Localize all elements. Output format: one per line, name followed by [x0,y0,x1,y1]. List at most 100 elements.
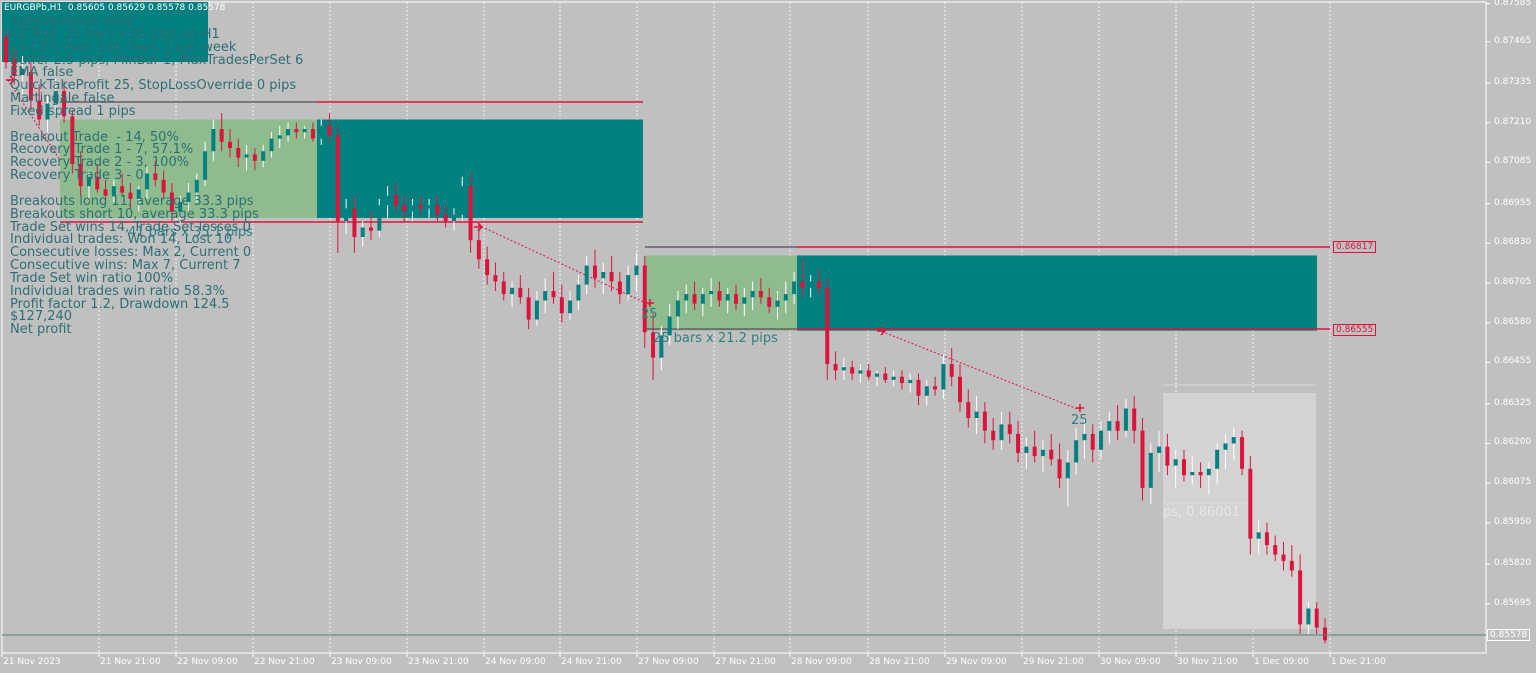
candle-body [974,411,979,419]
candle-body [659,335,664,358]
candle-body [1099,430,1104,450]
candle-body [1181,459,1186,476]
candle-body [684,294,689,301]
candle-body [957,376,962,403]
candle-body [145,173,150,190]
candle-body [219,129,224,142]
candle-body [468,186,473,241]
candle-body [700,294,705,304]
candle-body [692,294,697,304]
candle-body [941,364,946,390]
candle-body [1165,446,1170,466]
candle-body [775,300,780,307]
candle-body [227,141,232,149]
candle-body [734,294,739,304]
candle-body [178,202,183,212]
candle-body [360,227,365,237]
candle-body [153,173,158,180]
candle-body [1281,554,1286,561]
candle-body [277,135,282,139]
price-tick-label: 0.86580 [1494,316,1532,327]
time-tick-label: 30 Nov 09:00 [1100,657,1161,667]
candle-body [393,195,398,206]
candle-body [103,189,108,196]
candle-body [1323,627,1327,641]
price-tick-label: 0.86955 [1494,197,1532,208]
candle-body [1264,532,1269,546]
candle-body [211,129,216,152]
candle-body [194,179,199,193]
candle-body [78,163,83,187]
candle-body [37,100,42,120]
candle-body [28,71,33,101]
candle-body [1065,462,1070,479]
candle-body [609,271,614,282]
price-tick-label: 0.86200 [1494,437,1532,448]
candle-body [758,290,763,298]
candle-body [1273,545,1278,555]
candle-body [667,316,672,336]
time-tick-label: 21 Nov 21:00 [100,657,161,667]
candle-body [369,227,374,231]
candle-body [642,265,647,333]
time-tick-label: 1 Dec 09:00 [1254,657,1309,667]
candle-body [966,402,971,419]
candle-body [252,154,257,161]
time-tick-label: 22 Nov 09:00 [177,657,238,667]
candle-body [294,129,299,133]
candle-body [261,151,266,161]
breakout-zone-1 [317,119,643,218]
price-tick-label: 0.87335 [1494,76,1532,87]
candle-body [518,287,523,298]
candle-body [302,129,307,133]
candle-body [1115,421,1120,431]
candle-body [1032,446,1037,457]
entry-arrow-1 [474,222,484,232]
time-tick-label: 24 Nov 21:00 [561,657,622,667]
candle-body [95,176,100,190]
time-tick-label: 27 Nov 09:00 [638,657,699,667]
price-tick-label: 0.87465 [1494,35,1532,46]
time-tick-label: 30 Nov 21:00 [1177,657,1238,667]
candle-body [485,259,490,276]
candle-body [1016,433,1021,453]
candle-body [451,214,456,222]
candle-body [161,179,166,193]
candle-body [435,205,440,215]
time-tick-label: 21 Nov 2023 [3,657,61,667]
candle-body [933,386,938,390]
candle-body [875,373,880,377]
candle-body [1090,433,1095,450]
measure-rectangle [1163,393,1316,629]
candle-body [1082,433,1087,441]
candle-body [833,364,838,371]
candle-body [750,290,755,298]
candle-body [617,281,622,295]
candle-body [335,135,340,222]
symbol-header-box [2,2,208,62]
candle-body [1157,446,1162,453]
candle-body [949,364,954,377]
candle-body [53,90,58,104]
candle-body [543,290,548,301]
candle-body [236,148,241,158]
candle-body [526,297,531,320]
candle-body [825,287,830,365]
candle-body [4,36,8,63]
candle-body [808,281,813,288]
symbol-info-label: EURGBPb,H1 0.85605 0.85629 0.85578 0.855… [4,3,226,13]
current-price-label: 0.85578 [1487,629,1531,641]
time-tick-label: 29 Nov 21:00 [1023,657,1084,667]
candle-body [584,265,589,285]
price-tick-label: 0.86075 [1494,477,1532,488]
upper-price-label: 0.86817 [1333,241,1377,253]
candle-body [1024,446,1029,453]
candle-body [20,68,25,76]
candle-body [1215,449,1220,469]
time-tick-label: 27 Nov 21:00 [715,657,776,667]
candle-body [1231,437,1236,444]
candle-body [742,297,747,304]
candle-body [402,205,407,212]
